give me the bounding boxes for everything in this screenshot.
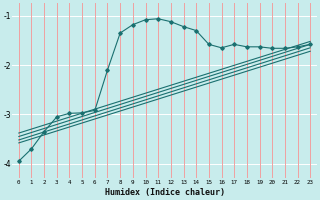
X-axis label: Humidex (Indice chaleur): Humidex (Indice chaleur)	[105, 188, 225, 197]
